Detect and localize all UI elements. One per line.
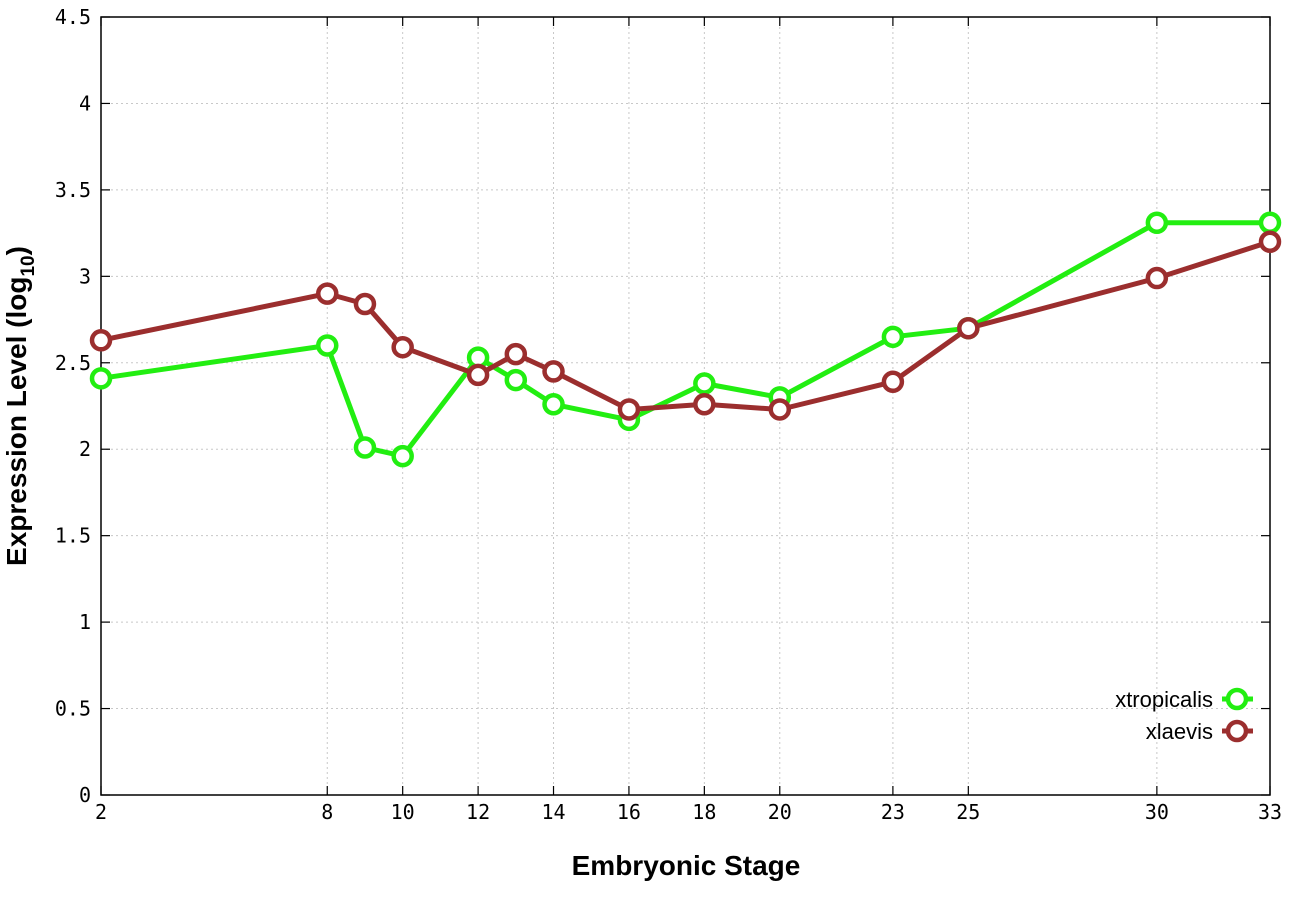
data-point-xtropicalis (89, 367, 113, 390)
legend-label-xlaevis: xlaevis (1146, 719, 1213, 744)
y-tick-label: 1 (79, 610, 91, 634)
y-tick-label: 2 (79, 437, 91, 461)
data-point-xlaevis (89, 329, 113, 352)
x-tick-label: 18 (692, 800, 716, 824)
x-tick-label: 10 (391, 800, 415, 824)
y-tick-label: 4 (79, 91, 91, 115)
y-tick-label: 3 (79, 264, 91, 288)
y-tick-label: 0.5 (55, 697, 91, 721)
x-tick-label: 23 (881, 800, 905, 824)
data-point-xtropicalis (391, 444, 414, 468)
x-tick-label: 33 (1258, 800, 1282, 824)
data-point-xlaevis (353, 292, 377, 316)
data-point-xtropicalis (1258, 211, 1282, 234)
data-point-xlaevis (391, 335, 414, 359)
data-point-xtropicalis (353, 436, 377, 459)
data-point-xtropicalis (881, 325, 905, 349)
legend-marker-xtropicalis (1225, 687, 1249, 711)
y-axis-title: Expression Level (log10) (1, 246, 39, 566)
x-tick-label: 12 (466, 800, 490, 824)
data-point-xlaevis (881, 370, 905, 394)
data-point-xlaevis (1145, 266, 1169, 290)
legend: xtropicalis xlaevis (1115, 687, 1253, 744)
x-tick-label: 8 (321, 800, 333, 824)
x-tick-label: 30 (1145, 800, 1169, 824)
data-point-xlaevis (542, 360, 565, 383)
data-point-xtropicalis (504, 368, 528, 392)
data-point-xtropicalis (542, 393, 565, 416)
y-tick-label: 1.5 (55, 524, 91, 548)
data-point-xlaevis (768, 398, 792, 421)
data-point-xlaevis (617, 398, 641, 421)
y-axis-title-main: Expression Level (log (1, 277, 32, 566)
data-point-xlaevis (693, 393, 716, 416)
y-axis-title-subscript: 10 (18, 255, 39, 276)
data-point-xlaevis (504, 342, 528, 366)
plot-frame (100, 16, 1271, 796)
x-tick-label: 2 (95, 800, 107, 824)
series-group (89, 211, 1282, 468)
y-tick-label: 2.5 (55, 351, 91, 375)
y-axis-title-close: ) (1, 246, 32, 255)
legend-marker-xlaevis (1225, 719, 1249, 743)
x-tick-label: 25 (956, 800, 980, 824)
data-point-xlaevis (316, 282, 339, 305)
y-tick-label: 4.5 (55, 5, 91, 29)
data-point-xtropicalis (693, 372, 716, 395)
x-tick-label: 16 (617, 800, 641, 824)
data-point-xlaevis (1258, 230, 1282, 254)
data-point-xlaevis (466, 363, 490, 387)
axis-ticks: 0 0.5 1 1.5 2 2.5 3 3.5 4 4.5 2 8 10 12 14 16 18 20 23 25 30… (55, 5, 1282, 824)
y-tick-label: 0 (79, 783, 91, 807)
data-point-xtropicalis (316, 334, 339, 357)
y-tick-label: 3.5 (55, 178, 91, 202)
x-axis-title: Embryonic Stage (572, 850, 801, 881)
x-tick-label: 20 (768, 800, 792, 824)
data-point-xlaevis (957, 316, 980, 340)
x-tick-label: 14 (541, 800, 565, 824)
legend-label-xtropicalis: xtropicalis (1115, 687, 1213, 712)
data-point-xtropicalis (1145, 211, 1169, 234)
